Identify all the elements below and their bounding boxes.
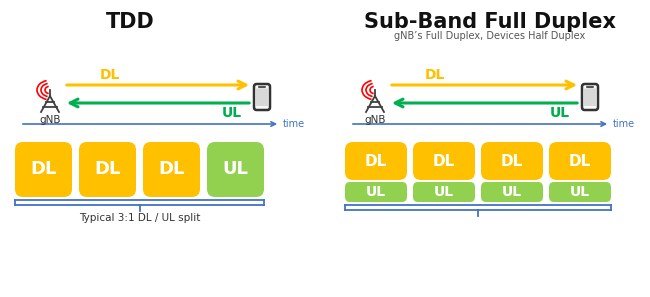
FancyBboxPatch shape <box>481 142 543 180</box>
FancyBboxPatch shape <box>413 182 475 202</box>
FancyBboxPatch shape <box>582 84 598 110</box>
Text: DL: DL <box>365 154 387 168</box>
Text: UL: UL <box>222 160 248 178</box>
Text: DL: DL <box>100 68 120 82</box>
FancyBboxPatch shape <box>15 142 72 197</box>
FancyBboxPatch shape <box>345 182 407 202</box>
Text: gNB: gNB <box>364 115 385 125</box>
Text: DL: DL <box>94 160 121 178</box>
Text: TDD: TDD <box>105 12 155 32</box>
Text: UL: UL <box>222 106 242 120</box>
FancyBboxPatch shape <box>207 142 264 197</box>
FancyBboxPatch shape <box>549 182 611 202</box>
FancyBboxPatch shape <box>255 89 268 106</box>
Text: time: time <box>283 119 305 129</box>
Text: DL: DL <box>501 154 523 168</box>
FancyBboxPatch shape <box>584 89 597 106</box>
FancyBboxPatch shape <box>143 142 200 197</box>
Text: DL: DL <box>159 160 185 178</box>
Text: UL: UL <box>366 185 386 199</box>
Text: DL: DL <box>31 160 57 178</box>
Text: Sub-Band Full Duplex: Sub-Band Full Duplex <box>364 12 616 32</box>
FancyBboxPatch shape <box>79 142 136 197</box>
Text: UL: UL <box>550 106 570 120</box>
Text: UL: UL <box>502 185 522 199</box>
Text: UL: UL <box>434 185 454 199</box>
FancyBboxPatch shape <box>481 182 543 202</box>
Text: gNB: gNB <box>39 115 60 125</box>
Text: DL: DL <box>433 154 455 168</box>
FancyBboxPatch shape <box>254 84 270 110</box>
Text: gNB’s Full Duplex, Devices Half Duplex: gNB’s Full Duplex, Devices Half Duplex <box>395 31 586 41</box>
FancyBboxPatch shape <box>413 142 475 180</box>
Text: time: time <box>613 119 635 129</box>
Text: Typical 3:1 DL / UL split: Typical 3:1 DL / UL split <box>79 213 200 223</box>
Text: DL: DL <box>425 68 445 82</box>
Text: UL: UL <box>570 185 590 199</box>
FancyBboxPatch shape <box>549 142 611 180</box>
Text: DL: DL <box>569 154 591 168</box>
FancyBboxPatch shape <box>345 142 407 180</box>
